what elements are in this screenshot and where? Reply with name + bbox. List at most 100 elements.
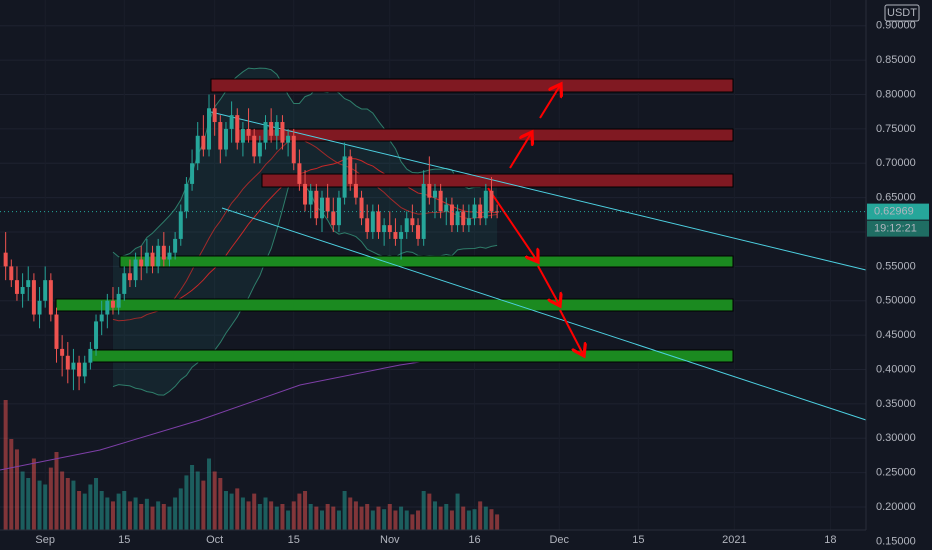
volume-bar — [48, 467, 53, 530]
resistance-zone — [237, 128, 734, 142]
volume-bar — [20, 471, 25, 530]
volume-bar — [139, 504, 144, 530]
volume-bar — [252, 493, 257, 530]
candle-body — [489, 190, 494, 212]
candle-body — [207, 108, 212, 150]
x-tick-label: Sep — [35, 534, 55, 546]
volume-bar — [416, 510, 421, 530]
candle-body — [77, 362, 82, 377]
candle-body — [257, 142, 262, 157]
candle-body — [336, 197, 341, 226]
x-tick-label: Nov — [380, 534, 400, 546]
volume-bar — [331, 506, 336, 530]
volume-bar — [410, 514, 415, 530]
volume-bar — [235, 488, 240, 530]
candle-body — [43, 280, 48, 301]
volume-bar — [94, 478, 99, 530]
candle-body — [466, 218, 471, 226]
volume-bar — [489, 509, 494, 530]
volume — [3, 400, 500, 530]
candle-body — [14, 280, 19, 294]
candle-body — [65, 355, 70, 370]
volume-bar — [150, 506, 155, 530]
volume-bar — [144, 498, 149, 530]
candle-body — [382, 225, 387, 233]
volume-bar — [263, 497, 268, 530]
candle-body — [314, 190, 319, 219]
candle-body — [71, 362, 76, 370]
volume-bar — [3, 400, 8, 530]
volume-bar — [82, 493, 87, 530]
x-tick-label: 15 — [632, 534, 644, 546]
candle-body — [37, 300, 42, 315]
last-price: 0.62969 — [874, 206, 914, 218]
candle-body — [432, 190, 437, 198]
candle-body — [359, 197, 364, 219]
candle-body — [9, 266, 14, 281]
arrow — [537, 265, 560, 306]
y-tick-label: 0.15000 — [876, 535, 916, 547]
candle-body — [461, 211, 466, 226]
volume-bar — [88, 484, 93, 530]
candle-body — [184, 183, 189, 212]
candle-body — [319, 197, 324, 219]
candle-body — [303, 183, 308, 205]
bollinger-upper — [112, 67, 498, 258]
volume-bar — [178, 488, 183, 530]
arrow — [509, 132, 532, 169]
candle-body — [229, 115, 234, 129]
volume-bar — [438, 506, 443, 530]
drawings — [0, 78, 867, 471]
y-tick-label: 0.65000 — [876, 192, 916, 204]
volume-bar — [218, 478, 223, 530]
y-tick-label: 0.40000 — [876, 363, 916, 375]
candle-body — [54, 314, 59, 349]
volume-bar — [444, 504, 449, 530]
candle-body — [122, 273, 127, 294]
candle-body — [139, 259, 144, 267]
x-tick-label: Dec — [549, 534, 569, 546]
last-price-badge — [867, 203, 929, 220]
currency-badge — [884, 4, 920, 22]
candle-body — [223, 128, 228, 150]
candle-body — [438, 190, 443, 212]
y-tick-label: 0.90000 — [876, 20, 916, 32]
volume-bar — [449, 510, 454, 530]
volume-bar — [359, 506, 364, 530]
y-tick-label: 0.50000 — [876, 295, 916, 307]
trendline — [221, 207, 867, 421]
volume-bar — [195, 471, 200, 530]
volume-bar — [167, 506, 172, 530]
volume-bar — [207, 458, 212, 530]
x-tick-label: Oct — [206, 534, 223, 546]
x-tick-label: 16 — [468, 534, 480, 546]
volume-bar — [65, 478, 70, 530]
candle-body — [178, 211, 183, 239]
y-tick-label: 0.75000 — [876, 123, 916, 135]
candle-body — [26, 280, 31, 288]
volume-bar — [60, 471, 65, 530]
candle-body — [421, 183, 426, 239]
candle-body — [416, 225, 421, 239]
candle-body — [110, 300, 115, 308]
resistance-zone — [210, 78, 734, 93]
x-tick-label: 2021 — [722, 534, 746, 546]
volume-bar — [212, 471, 217, 530]
volume-bar — [483, 506, 488, 530]
volume-bar — [348, 497, 353, 530]
y-tick-label: 0.20000 — [876, 501, 916, 513]
volume-bar — [427, 493, 432, 530]
candle-body — [218, 122, 223, 150]
volume-bar — [478, 501, 483, 530]
candle-body — [483, 190, 488, 219]
resistance-zone — [261, 173, 734, 188]
volume-bar — [173, 497, 178, 530]
candle-body — [342, 156, 347, 198]
volume-bar — [43, 484, 48, 530]
candle-body — [116, 293, 121, 308]
candle-body — [167, 252, 172, 260]
candle-body — [331, 211, 336, 226]
trendline — [210, 111, 867, 271]
volume-bar — [303, 491, 308, 530]
candle-body — [449, 204, 454, 226]
